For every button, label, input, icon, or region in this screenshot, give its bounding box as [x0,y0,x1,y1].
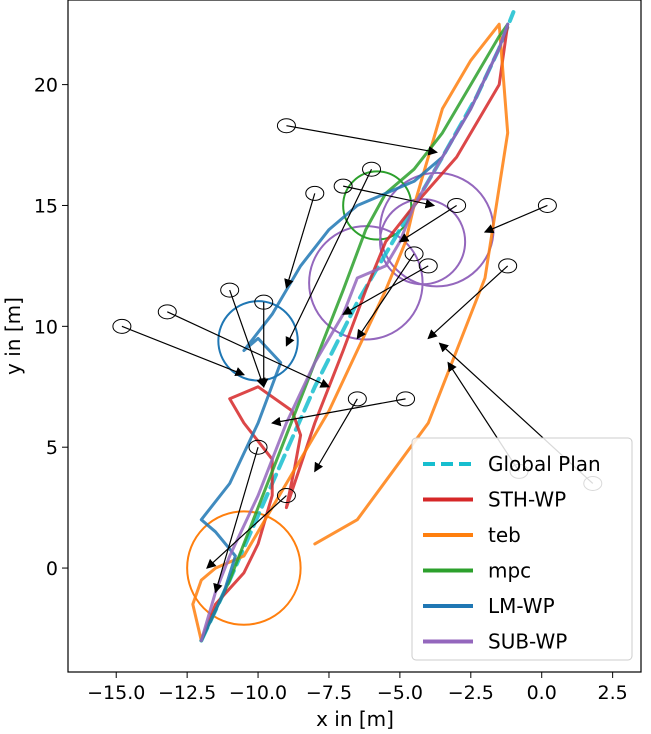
waypoint-marker-9 [396,391,416,407]
waypoint-arrow-0 [121,325,245,377]
waypoint-arrow-4 [286,125,438,156]
waypoint-marker-10 [537,197,557,213]
waypoint-arrow-1 [167,311,331,388]
y-tick-label-1: 5 [46,437,58,459]
waypoint-arrow-10 [483,204,548,234]
x-axis-label: x in [m] [316,707,394,731]
waypoint-marker-8 [347,391,367,407]
region-circle-4 [342,170,413,241]
waypoint-marker-15 [276,488,296,504]
x-tick-label-3: −7.5 [306,682,352,704]
legend-label-teb: teb [488,523,521,547]
y-tick-label-2: 10 [34,316,58,338]
waypoint-arrow-18 [356,253,415,340]
waypoint-marker-14 [248,439,268,455]
y-axis-label: y in [m] [1,297,25,375]
legend-label-lm-wp: LM-WP [488,594,555,618]
x-tick-label-7: 2.5 [598,682,628,704]
waypoint-arrow-11 [427,265,509,340]
legend-label-global-plan: Global Plan [488,452,601,476]
x-tick-label-0: −15.0 [87,682,145,704]
y-tick-label-3: 15 [34,195,58,217]
waypoint-arrow-16 [342,265,429,315]
waypoint-arrow-14 [213,447,259,594]
waypoint-marker-6 [333,178,353,194]
y-tick-label-4: 20 [34,75,58,97]
x-tick-label-2: −10.0 [229,682,287,704]
waypoint-arrow-6 [343,185,436,209]
waypoint-marker-7 [362,161,382,177]
waypoint-marker-0 [112,318,132,334]
waypoint-arrow-17 [398,204,457,243]
waypoint-arrow-8 [314,398,358,473]
x-tick-label-1: −12.5 [158,682,216,704]
region-circle-2 [308,225,424,341]
waypoint-arrow-9 [271,398,406,427]
series-line-lm-wp [199,22,510,643]
series-line-sub-wp [199,22,510,643]
plot-frame [67,0,642,673]
legend: Global Plan STH-WP teb mpc LM-WP SUB-WP [411,437,633,661]
y-tick-label-0: 0 [46,558,58,580]
x-tick-label-4: −5.0 [377,682,423,704]
x-tick-label-6: 0.0 [527,682,557,704]
x-tick-label-5: −2.5 [448,682,494,704]
waypoint-marker-17 [447,197,467,213]
waypoint-marker-2 [220,282,240,298]
waypoint-arrow-7 [285,168,373,347]
waypoint-marker-11 [498,258,518,274]
waypoint-arrow-2 [229,289,266,388]
series-line-sth-wp [199,22,510,643]
waypoint-arrow-15 [206,495,287,569]
series-line-mpc [199,22,510,643]
region-circle-0 [186,510,302,626]
legend-label-sth-wp: STH-WP [488,488,566,512]
waypoint-marker-16 [418,258,438,274]
waypoint-marker-4 [276,118,296,134]
legend-label-mpc: mpc [488,559,531,583]
waypoint-arrow-5 [284,193,316,289]
waypoint-marker-5 [305,185,325,201]
region-circle-5 [379,198,467,286]
waypoint-marker-18 [404,246,424,262]
waypoint-marker-1 [157,304,177,320]
legend-label-sub-wp: SUB-WP [488,630,567,654]
